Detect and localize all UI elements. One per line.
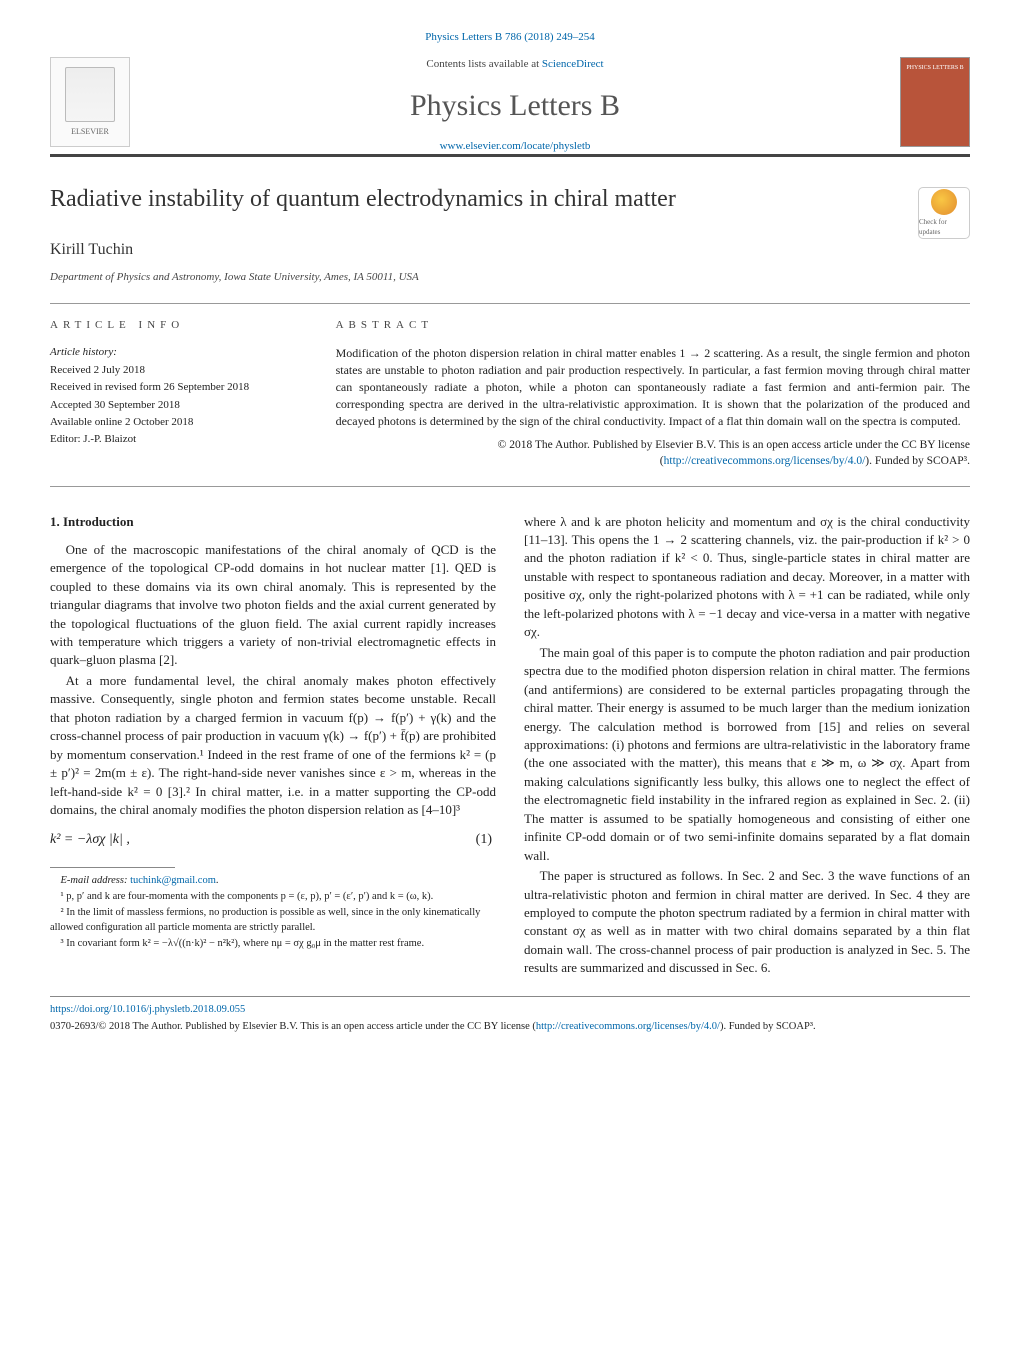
equation-1-number: (1): [476, 830, 496, 850]
author-affiliation: Department of Physics and Astronomy, Iow…: [50, 270, 970, 285]
footnote-email: E-mail address: tuchink@gmail.com.: [50, 874, 496, 888]
check-updates-badge[interactable]: Check for updates: [918, 187, 970, 239]
right-para-2: The main goal of this paper is to comput…: [524, 644, 970, 865]
journal-cover-thumbnail[interactable]: PHYSICS LETTERS B: [900, 57, 970, 147]
crossmark-icon: [931, 189, 957, 215]
issn-copyright-line: 0370-2693/© 2018 The Author. Published b…: [50, 1020, 970, 1034]
journal-name: Physics Letters B: [144, 85, 886, 127]
author-email-link[interactable]: tuchink@gmail.com: [130, 875, 216, 886]
issn-license-link[interactable]: http://creativecommons.org/licenses/by/4…: [536, 1021, 720, 1032]
check-updates-label: Check for updates: [919, 218, 969, 238]
section-1-heading: 1. Introduction: [50, 513, 496, 531]
issn-post: ). Funded by SCOAP³.: [720, 1021, 816, 1032]
footnote-rule: [50, 867, 175, 868]
sciencedirect-link[interactable]: ScienceDirect: [542, 58, 604, 70]
abstract-column: abstract Modification of the photon disp…: [336, 318, 970, 470]
history-editor: Editor: J.-P. Blaizot: [50, 432, 308, 447]
footnote-2: ² In the limit of massless fermions, no …: [50, 906, 496, 934]
email-label: E-mail address:: [61, 875, 131, 886]
journal-homepage-link[interactable]: www.elsevier.com/locate/physletb: [440, 140, 591, 152]
elsevier-label: ELSEVIER: [71, 126, 109, 137]
article-info-label: article info: [50, 318, 308, 333]
article-title: Radiative instability of quantum electro…: [50, 183, 676, 217]
history-accepted: Accepted 30 September 2018: [50, 398, 308, 413]
history-received: Received 2 July 2018: [50, 363, 308, 378]
copyright-post: ). Funded by SCOAP³.: [865, 455, 970, 467]
footnote-1: ¹ p, p′ and k are four-momenta with the …: [50, 890, 496, 904]
equation-1: k² = −λσχ |k| , (1): [50, 830, 496, 850]
doi-link[interactable]: https://doi.org/10.1016/j.physletb.2018.…: [50, 1004, 245, 1015]
intro-para-2: At a more fundamental level, the chiral …: [50, 672, 496, 820]
bottom-rule: [50, 996, 970, 997]
header-center: Contents lists available at ScienceDirec…: [144, 57, 886, 154]
elsevier-logo[interactable]: ELSEVIER: [50, 57, 130, 147]
body-two-columns: 1. Introduction One of the macroscopic m…: [50, 513, 970, 980]
history-revised: Received in revised form 26 September 20…: [50, 380, 308, 395]
journal-citation: Physics Letters B 786 (2018) 249–254: [50, 30, 970, 45]
left-column: 1. Introduction One of the macroscopic m…: [50, 513, 496, 980]
right-para-1: where λ and k are photon helicity and mo…: [524, 513, 970, 642]
right-column: where λ and k are photon helicity and mo…: [524, 513, 970, 980]
footnote-3: ³ In covariant form k² = −λ√((n·k)² − n²…: [50, 937, 496, 951]
intro-para-1: One of the macroscopic manifestations of…: [50, 541, 496, 670]
journal-header: ELSEVIER Contents lists available at Sci…: [50, 57, 970, 157]
info-abstract-block: article info Article history: Received 2…: [50, 303, 970, 487]
abstract-label: abstract: [336, 318, 970, 333]
history-label: Article history:: [50, 345, 308, 360]
cc-license-link[interactable]: http://creativecommons.org/licenses/by/4…: [664, 455, 866, 467]
right-para-3: The paper is structured as follows. In S…: [524, 867, 970, 978]
journal-homepage-line: www.elsevier.com/locate/physletb: [144, 139, 886, 154]
author-name: Kirill Tuchin: [50, 239, 970, 261]
issn-pre: 0370-2693/© 2018 The Author. Published b…: [50, 1021, 536, 1032]
contents-prefix: Contents lists available at: [426, 58, 541, 70]
doi-line: https://doi.org/10.1016/j.physletb.2018.…: [50, 1003, 970, 1018]
equation-1-body: k² = −λσχ |k| ,: [50, 830, 130, 850]
abstract-copyright: © 2018 The Author. Published by Elsevier…: [336, 437, 970, 469]
contents-available-line: Contents lists available at ScienceDirec…: [144, 57, 886, 72]
cover-title-text: PHYSICS LETTERS B: [906, 64, 963, 72]
article-info-column: article info Article history: Received 2…: [50, 318, 308, 470]
history-online: Available online 2 October 2018: [50, 415, 308, 430]
elsevier-tree-icon: [65, 67, 115, 122]
abstract-text: Modification of the photon dispersion re…: [336, 345, 970, 429]
